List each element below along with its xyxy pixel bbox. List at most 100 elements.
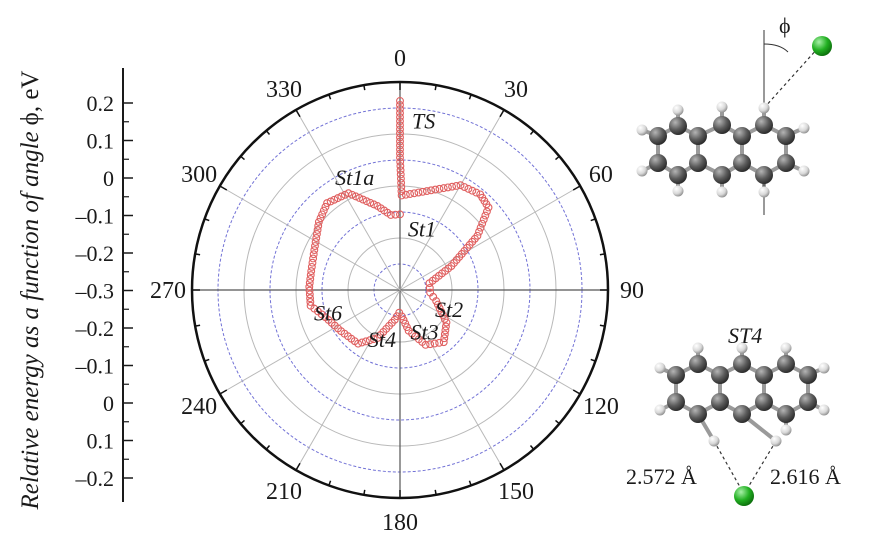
state-label-st2: St2	[435, 297, 463, 322]
data-point	[323, 199, 332, 208]
angle-tick-220	[265, 445, 271, 450]
data-point	[308, 258, 317, 267]
angle-label-0: 0	[394, 46, 406, 72]
data-point	[439, 184, 448, 193]
angle-label-150: 150	[498, 479, 534, 505]
radial-tick-label-10: –0.2	[75, 466, 115, 491]
polar-plot: 0 30 60 90 120 150 180 210 240 270 300 330 TS St1a St…	[150, 46, 644, 536]
angle-tick-350	[363, 85, 366, 91]
data-point	[314, 217, 323, 226]
data-point	[386, 210, 395, 219]
grid-spoke-330	[295, 109, 401, 291]
angle-tick-320	[265, 130, 271, 135]
angle-tick-260	[195, 324, 201, 327]
data-point	[442, 318, 451, 327]
polar-angle-labels: 0 30 60 90 120 150 180 210 240 270 300 330	[150, 46, 644, 536]
state-label-st4: St4	[368, 327, 396, 352]
data-point	[396, 121, 404, 130]
data-point	[396, 162, 405, 170]
data-point	[481, 211, 490, 220]
state-label-st3: St3	[411, 320, 439, 345]
data-point	[439, 311, 447, 320]
angle-tick-10	[434, 85, 437, 91]
data-point	[319, 206, 328, 215]
data-point	[440, 330, 449, 339]
data-point	[435, 338, 444, 347]
radial-tick-label-1: 0.1	[87, 129, 115, 154]
angle-tick-300	[219, 185, 228, 191]
angle-label-240: 240	[181, 394, 217, 420]
data-point	[475, 227, 483, 236]
data-point	[358, 338, 366, 347]
data-point	[309, 254, 318, 263]
grid-spoke-210	[295, 289, 401, 471]
data-point	[396, 96, 404, 105]
y-axis-title-unit: , eV	[17, 71, 44, 113]
data-point	[443, 183, 452, 192]
grid-spoke-30	[399, 109, 505, 291]
data-point	[337, 192, 346, 201]
data-point	[478, 219, 487, 228]
data-point	[440, 315, 449, 323]
angle-tick-240	[219, 389, 228, 395]
data-point	[313, 226, 322, 234]
data-point	[425, 283, 434, 292]
data-point	[306, 294, 315, 303]
data-point	[311, 242, 319, 250]
molecule-bottom-chlorine-atom	[734, 486, 754, 506]
data-point	[430, 339, 439, 348]
molecule-bottom: ST4	[626, 323, 841, 506]
data-point	[401, 190, 410, 199]
radial-tick-label-6: –0.2	[75, 316, 115, 341]
data-point	[468, 186, 477, 195]
data-point	[435, 304, 444, 313]
molecule-top-phi-label: ϕ	[779, 13, 791, 38]
data-point	[306, 275, 315, 283]
data-point	[369, 200, 378, 209]
angle-tick-60	[572, 185, 581, 191]
data-point	[396, 113, 404, 122]
data-point	[441, 326, 450, 335]
angle-tick-150	[499, 462, 505, 471]
data-point	[435, 184, 444, 193]
data-point	[440, 334, 449, 343]
state-label-st1: St1	[408, 217, 436, 242]
data-point	[316, 214, 325, 223]
state-label-st6: St6	[314, 300, 342, 325]
angle-label-30: 30	[504, 77, 528, 103]
data-point	[310, 246, 319, 254]
grid-spoke-120	[399, 289, 581, 395]
data-point	[348, 190, 357, 199]
data-point	[396, 105, 404, 113]
data-point	[396, 166, 405, 175]
data-point	[397, 178, 406, 187]
data-point	[307, 262, 316, 271]
data-point	[427, 186, 436, 195]
data-point	[396, 153, 404, 162]
data-point	[396, 125, 404, 134]
data-point	[362, 197, 371, 206]
data-point	[431, 185, 440, 194]
angle-label-300: 300	[181, 162, 217, 188]
radial-tick-label-9: 0.1	[87, 429, 115, 454]
angle-label-60: 60	[589, 162, 613, 188]
data-point	[401, 319, 410, 328]
data-point	[326, 197, 335, 206]
data-point	[361, 337, 370, 346]
state-label-st1a: St1a	[335, 165, 374, 190]
molecule-bottom-carbon-atoms	[667, 355, 817, 423]
data-point	[307, 267, 316, 276]
angle-tick-230	[240, 419, 245, 425]
radial-tick-label-5: –0.3	[75, 279, 115, 304]
angle-tick-30	[499, 109, 505, 118]
data-point	[305, 278, 314, 287]
data-point	[396, 174, 405, 183]
polar-angle-ticks	[192, 82, 608, 498]
radial-tick-label-3: –0.1	[75, 204, 115, 229]
data-point	[396, 129, 404, 138]
radial-tick-label-2: 0	[103, 166, 114, 191]
radial-tick-label-0: 0.2	[87, 91, 115, 116]
angle-tick-330	[295, 109, 301, 118]
radial-tick-label-4: –0.2	[75, 241, 115, 266]
